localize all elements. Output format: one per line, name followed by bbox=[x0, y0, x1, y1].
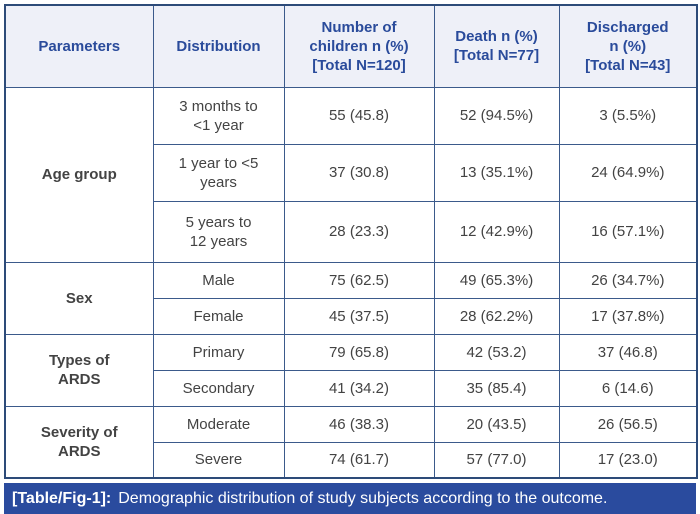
table-cell: 12 (42.9%) bbox=[433, 200, 560, 263]
table-cell: 37 (30.8) bbox=[283, 143, 435, 202]
dist-cell: Female bbox=[152, 297, 285, 335]
table-caption: [Table/Fig-1]: Demographic distribution … bbox=[4, 483, 696, 514]
table-cell: 24 (64.9%) bbox=[558, 143, 698, 202]
table-cell: 28 (62.2%) bbox=[433, 297, 560, 335]
table-cell: 20 (43.5) bbox=[433, 405, 560, 443]
dist-cell: Primary bbox=[152, 333, 285, 371]
table-cell: 46 (38.3) bbox=[283, 405, 435, 443]
table-cell: 3 (5.5%) bbox=[558, 86, 698, 145]
table-cell: 13 (35.1%) bbox=[433, 143, 560, 202]
col-header-death: Death n (%) [Total N=77] bbox=[433, 4, 560, 88]
caption-text: Demographic distribution of study subjec… bbox=[118, 489, 608, 507]
table-cell: 45 (37.5) bbox=[283, 297, 435, 335]
table-cell: 42 (53.2) bbox=[433, 333, 560, 371]
dist-cell: Severe bbox=[152, 441, 285, 479]
table-cell: 37 (46.8) bbox=[558, 333, 698, 371]
dist-cell: Secondary bbox=[152, 369, 285, 407]
dist-cell: Male bbox=[152, 261, 285, 299]
table-cell: 49 (65.3%) bbox=[433, 261, 560, 299]
table-cell: 16 (57.1%) bbox=[558, 200, 698, 263]
table-row: Types of ARDS Primary 79 (65.8) 42 (53.2… bbox=[4, 333, 698, 407]
table-cell: 75 (62.5) bbox=[283, 261, 435, 299]
table-row: Female 45 (37.5) 28 (62.2%) 17 (37.8%) bbox=[5, 297, 698, 335]
table-cell: 52 (94.5%) bbox=[433, 86, 560, 145]
dist-cell: 5 years to 12 years bbox=[152, 200, 285, 263]
table-row: Sex Male 75 (62.5) 49 (65.3%) 26 (34.7%) bbox=[4, 261, 698, 335]
col-header-parameters: Parameters bbox=[4, 4, 154, 88]
table-cell: 17 (37.8%) bbox=[558, 297, 698, 335]
dist-cell: 1 year to <5 years bbox=[152, 143, 285, 202]
table-cell: 17 (23.0) bbox=[558, 441, 698, 479]
header-row: Parameters Distribution Number of childr… bbox=[4, 4, 698, 88]
table-row: 1 year to <5 years 37 (30.8) 13 (35.1%) … bbox=[5, 143, 698, 202]
param-cell-severity-ards: Severity of ARDS bbox=[4, 405, 154, 479]
caption-label: [Table/Fig-1]: bbox=[12, 489, 112, 507]
col-header-discharged: Discharged n (%) [Total N=43] bbox=[558, 4, 698, 88]
demographics-table: Parameters Distribution Number of childr… bbox=[4, 4, 698, 479]
table-cell: 26 (56.5) bbox=[558, 405, 698, 443]
table-row: Severity of ARDS Moderate 46 (38.3) 20 (… bbox=[4, 405, 698, 479]
table-row: Severe 74 (61.7) 57 (77.0) 17 (23.0) bbox=[5, 441, 698, 479]
table-cell: 26 (34.7%) bbox=[558, 261, 698, 299]
col-header-distribution: Distribution bbox=[152, 4, 285, 88]
table-cell: 57 (77.0) bbox=[433, 441, 560, 479]
col-header-children: Number of children n (%) [Total N=120] bbox=[283, 4, 435, 88]
table-row: Age group 3 months to <1 year 55 (45.8) … bbox=[4, 86, 698, 263]
table-cell: 79 (65.8) bbox=[283, 333, 435, 371]
param-cell-types-ards: Types of ARDS bbox=[4, 333, 154, 407]
table-cell: 41 (34.2) bbox=[283, 369, 435, 407]
dist-cell: 3 months to <1 year bbox=[152, 86, 285, 145]
table-cell: 74 (61.7) bbox=[283, 441, 435, 479]
table-cell: 6 (14.6) bbox=[558, 369, 698, 407]
dist-cell: Moderate bbox=[152, 405, 285, 443]
table-row: 5 years to 12 years 28 (23.3) 12 (42.9%)… bbox=[5, 200, 698, 263]
table-cell: 35 (85.4) bbox=[433, 369, 560, 407]
param-cell-age-group: Age group bbox=[4, 86, 154, 263]
table-row: Secondary 41 (34.2) 35 (85.4) 6 (14.6) bbox=[5, 369, 698, 407]
table-cell: 55 (45.8) bbox=[283, 86, 435, 145]
param-cell-sex: Sex bbox=[4, 261, 154, 335]
table-cell: 28 (23.3) bbox=[283, 200, 435, 263]
